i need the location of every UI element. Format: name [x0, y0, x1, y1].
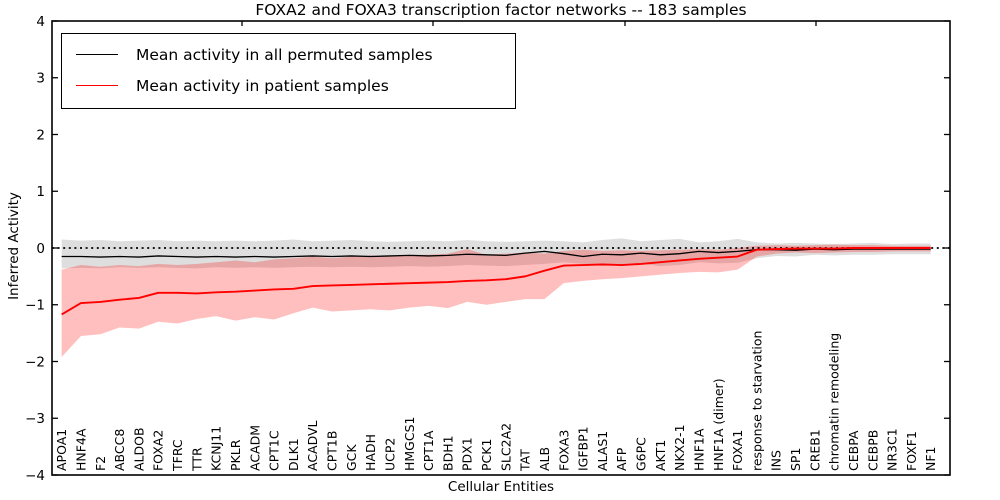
- patient-band: [61, 244, 931, 357]
- x-tick-label: ACADVL: [305, 420, 320, 471]
- x-tick-label: PDX1: [460, 437, 475, 471]
- permuted-band: [61, 238, 931, 269]
- y-axis-label: Inferred Activity: [6, 192, 22, 300]
- x-tick-label: NR3C1: [885, 428, 900, 471]
- legend-label-permuted: Mean activity in all permuted samples: [136, 45, 433, 64]
- x-tick-label: PKLR: [228, 439, 243, 471]
- x-tick-label: HNF4A: [73, 428, 88, 471]
- x-tick-label: AKT1: [653, 440, 668, 471]
- x-tick-label: TFRC: [170, 439, 185, 472]
- x-tick-label: AFP: [614, 447, 629, 471]
- legend-item-permuted: Mean activity in all permuted samples: [62, 39, 515, 70]
- x-tick-label: UCP2: [382, 438, 397, 471]
- permuted-mean-line: [61, 248, 931, 258]
- x-tick-label: KCNJ11: [209, 426, 224, 471]
- y-tick-label: −4: [25, 468, 45, 484]
- y-tick-label: 0: [36, 241, 45, 257]
- y-tick-label: −3: [25, 411, 45, 427]
- x-tick-label: TAT: [518, 449, 533, 472]
- x-tick-label: FOXF1: [904, 431, 919, 471]
- x-tick-label: G6PC: [634, 437, 649, 471]
- x-tick-label: response to starvation: [749, 331, 764, 472]
- x-tick-label: TTR: [189, 447, 204, 472]
- x-tick-label: HNF1A: [691, 428, 706, 471]
- x-tick-label: CEBPA: [846, 430, 861, 471]
- x-tick-label: ALAS1: [595, 431, 610, 471]
- x-tick-label: CPT1B: [325, 431, 340, 471]
- patient-mean-line: [61, 247, 931, 316]
- x-tick-label: BDH1: [440, 435, 455, 471]
- y-tick-label: −1: [25, 298, 45, 314]
- legend-item-patient: Mean activity in patient samples: [62, 70, 515, 101]
- x-tick-label: APOA1: [54, 429, 69, 471]
- x-tick-label: HMGCS1: [402, 417, 417, 472]
- x-tick-label: FOXA3: [556, 430, 571, 471]
- y-tick-label: 4: [36, 14, 45, 30]
- x-tick-label: HADH: [363, 434, 378, 471]
- x-tick-label: NKX2-1: [672, 424, 687, 471]
- x-tick-label: F2: [93, 456, 108, 471]
- y-tick-label: 3: [36, 71, 45, 87]
- x-tick-label: ALB: [537, 447, 552, 471]
- x-tick-label: NF1: [923, 447, 938, 472]
- x-tick-label: CPT1C: [267, 430, 282, 471]
- x-tick-label: ABCC8: [112, 429, 127, 471]
- x-tick-label: chromatin remodeling: [827, 333, 842, 471]
- y-tick-label: 1: [36, 184, 45, 200]
- x-tick-label: INS: [769, 450, 784, 471]
- x-tick-label: ALDOB: [131, 427, 146, 471]
- legend-label-patient: Mean activity in patient samples: [136, 76, 389, 95]
- x-tick-label: IGFBP1: [576, 426, 591, 471]
- x-tick-label: CEBPB: [865, 430, 880, 471]
- x-tick-label: PCK1: [479, 439, 494, 471]
- x-tick-label: FOXA1: [730, 430, 745, 471]
- x-tick-label: CREB1: [807, 429, 822, 471]
- x-tick-label: SP1: [788, 448, 803, 471]
- permuted-line-swatch: [76, 54, 118, 55]
- patient-line-swatch: [76, 85, 118, 86]
- x-tick-label: HNF1A (dimer): [711, 378, 726, 471]
- x-tick-label: ACADM: [247, 425, 262, 471]
- x-tick-label: FOXA2: [151, 430, 166, 471]
- legend: Mean activity in all permuted samples Me…: [61, 33, 516, 109]
- x-tick-label: SLC2A2: [498, 423, 513, 471]
- y-tick-label: 2: [36, 127, 45, 143]
- y-tick-label: −2: [25, 354, 45, 370]
- x-tick-label: DLK1: [286, 438, 301, 471]
- x-tick-label: CPT1A: [421, 430, 436, 471]
- chart-title: FOXA2 and FOXA3 transcription factor net…: [255, 1, 747, 19]
- x-tick-label: GCK: [344, 444, 359, 471]
- x-axis-label: Cellular Entities: [447, 479, 555, 495]
